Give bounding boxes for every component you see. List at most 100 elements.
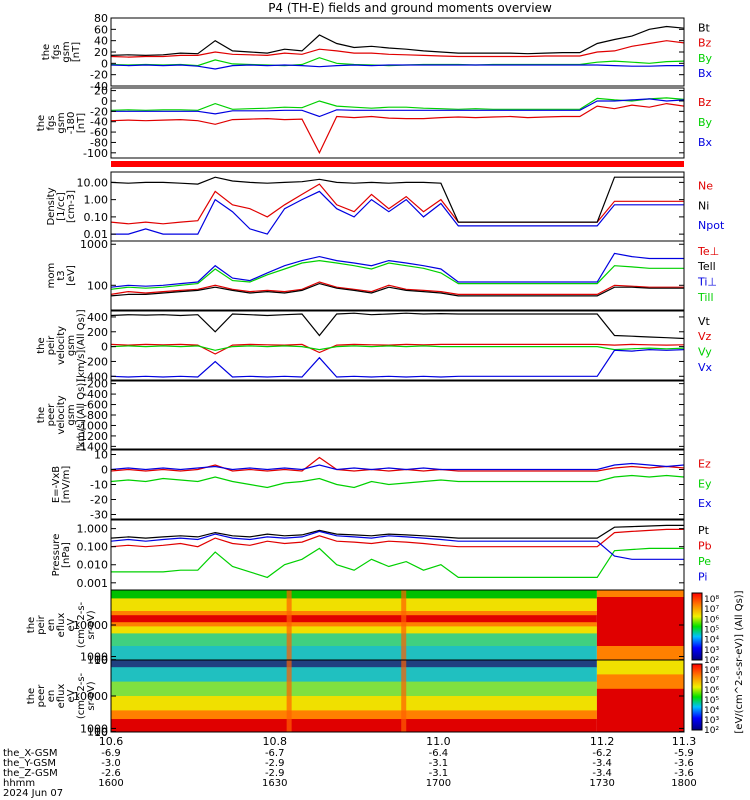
y-tick-label: 200 <box>87 326 108 339</box>
legend-Vx: Vx <box>698 361 713 374</box>
x-row-value: -3.6 <box>674 768 694 779</box>
y-axis-label: [eV] <box>66 265 77 286</box>
legend-Ne: Ne <box>698 180 713 193</box>
y-axis-label: (cm^2-s- <box>76 672 87 719</box>
x-axis: 10.6 10.8 11.0 11.2 11.3 the_X-GSM -6.9 -6.7 -6.… <box>3 735 697 799</box>
spectrogram-spike <box>286 590 292 660</box>
y-axis-label: eflux <box>56 613 67 638</box>
x-row-label: the_X-GSM <box>3 748 57 759</box>
panel-efield: 10 0 -10 -20 -30 E=-VxB [mV/m] Ez Ey Ex <box>51 449 712 522</box>
y-axis-label: velocity <box>56 326 67 365</box>
legend-Pb: Pb <box>698 540 712 553</box>
x-row-value: -2.9 <box>265 758 285 769</box>
legend-Ex: Ex <box>698 497 712 510</box>
x-row-value: 1800 <box>671 778 696 789</box>
y-axis-label: (cm^2-s- <box>76 601 87 648</box>
y-tick-label: 1000 <box>80 651 108 664</box>
legend-Pi: Pi <box>698 571 707 584</box>
spectrogram-band <box>111 719 597 732</box>
panel-density: 10.00 1.00 0.10 0.01 Density [1/cc] [cm-3] Ne Ni… <box>46 171 725 242</box>
spectrogram-band <box>111 633 597 647</box>
spectrogram-spike <box>286 660 292 732</box>
y-tick-label: 0 <box>101 341 108 354</box>
legend-Bx: Bx <box>698 136 713 149</box>
x-row-value: -2.6 <box>101 768 121 779</box>
series-By <box>110 97 685 111</box>
colorbar-tick: 10⁸ <box>704 595 719 605</box>
series-Te⊥ <box>110 281 684 295</box>
x-row-value: -6.7 <box>265 748 285 759</box>
panel-moments_t: 1000 100 mom t3 [eV] Te⊥ Tell Ti⊥ Till <box>46 238 719 311</box>
x-row-value: -5.9 <box>674 748 694 759</box>
y-tick-label: 20 <box>94 85 108 98</box>
x-tick-label: 10.6 <box>99 735 124 748</box>
legend-By: By <box>698 52 713 65</box>
y-axis-label: en <box>46 690 57 703</box>
spectrogram-peir_spectrogram <box>111 590 684 660</box>
series-Npot <box>111 190 684 235</box>
y-tick-label: 100 <box>87 279 108 292</box>
y-tick-label: 60 <box>94 23 108 36</box>
spectrogram-band <box>596 688 684 732</box>
series-Vz <box>110 343 685 355</box>
colorbar-tick: 10⁵ <box>704 626 719 636</box>
panel-pressure: 1.000 0.100 0.010 0.001 Pressure [nPa] Pt Pb Pe P… <box>51 519 712 591</box>
y-axis-label: en <box>46 619 57 632</box>
y-tick-label: 10000 <box>73 619 108 632</box>
legend-Vy: Vy <box>698 345 712 358</box>
spectrogram-band <box>596 597 684 647</box>
colorbar-tick: 10⁸ <box>704 666 719 676</box>
x-tick-label: 11.2 <box>590 735 615 748</box>
y-axis-label: [nPa] <box>61 542 72 568</box>
spectrogram-band <box>111 622 597 627</box>
y-tick-label: 20 <box>94 46 108 59</box>
spectrogram-band <box>596 646 684 660</box>
legend-Npot: Npot <box>698 219 725 232</box>
y-tick-label: 1.00 <box>84 194 109 207</box>
y-axis-label: [1/cc] <box>56 192 67 221</box>
y-axis-label: gsm <box>61 41 72 62</box>
legend-Ni: Ni <box>698 199 709 212</box>
series-Bt <box>110 25 685 57</box>
legend-Bx: Bx <box>698 67 713 80</box>
spectrogram-band <box>111 590 597 599</box>
series-Ne <box>110 183 684 225</box>
x-row-value: 1600 <box>98 778 123 789</box>
y-axis-label: Density <box>46 187 57 225</box>
y-axis-label: gsm <box>56 112 67 133</box>
spectrogram-band <box>596 674 684 690</box>
series-Bz <box>110 40 685 58</box>
x-row-value: 1730 <box>589 778 614 789</box>
series-Pt <box>110 524 684 539</box>
y-tick-label: 0.10 <box>84 211 109 224</box>
legend-Bz: Bz <box>698 96 712 109</box>
x-row-label: the_Z-GSM <box>3 768 58 779</box>
series-Pe <box>111 547 684 579</box>
y-tick-label: 100 <box>87 726 108 739</box>
legend-Till: Till <box>697 291 714 304</box>
y-axis-label: fgs <box>51 44 62 59</box>
y-tick-label: -60 <box>90 126 108 139</box>
legend-Vz: Vz <box>698 330 712 343</box>
colorbar-tick: 10⁷ <box>704 676 719 686</box>
y-tick-label: -80 <box>90 136 108 149</box>
legend-Ey: Ey <box>698 477 712 490</box>
y-axis-label: the <box>36 115 47 131</box>
colorbar-scale <box>691 592 703 661</box>
y-axis-label: sr-eV) <box>86 681 97 710</box>
y-tick-label: -400 <box>83 388 108 401</box>
panel-frame <box>110 310 685 381</box>
spectrogram-band <box>111 696 597 711</box>
colorbar-tick: 10⁴ <box>704 706 719 716</box>
series-Ex <box>110 462 685 471</box>
series-Ey <box>110 474 685 489</box>
y-tick-label: -20 <box>90 494 108 507</box>
spectrogram-band <box>111 667 597 683</box>
series-Vx <box>110 348 685 378</box>
series-Bz <box>110 102 685 155</box>
x-row-value: -6.2 <box>592 748 612 759</box>
legend-Vt: Vt <box>698 315 711 328</box>
y-tick-label: -200 <box>83 355 108 368</box>
